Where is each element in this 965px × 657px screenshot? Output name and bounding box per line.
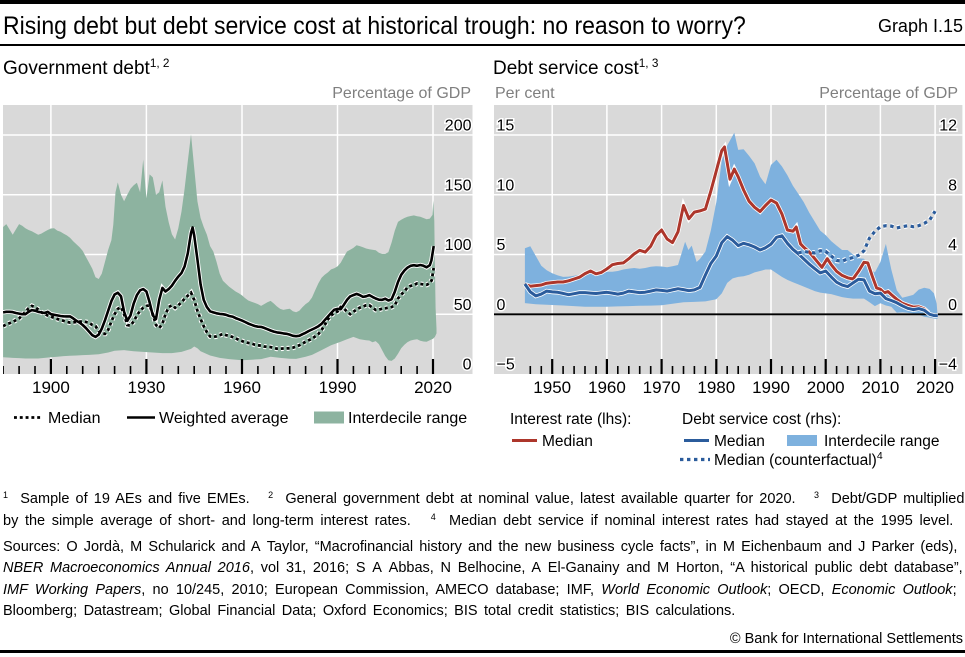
svg-text:−5: −5	[496, 357, 514, 374]
svg-text:5: 5	[496, 237, 505, 254]
svg-text:1950: 1950	[533, 378, 571, 396]
svg-text:Debt service cost (rhs):: Debt service cost (rhs):	[682, 411, 841, 428]
svg-text:2010: 2010	[861, 378, 899, 396]
svg-text:100: 100	[445, 237, 472, 254]
svg-text:Median (counterfactual)4: Median (counterfactual)4	[714, 450, 883, 469]
svg-text:0: 0	[948, 297, 957, 314]
svg-text:Median: Median	[542, 433, 593, 450]
svg-text:50: 50	[454, 297, 472, 314]
svg-text:Interdecile range: Interdecile range	[348, 410, 467, 427]
svg-text:Interest rate (lhs):: Interest rate (lhs):	[510, 411, 631, 428]
svg-text:2020: 2020	[916, 378, 954, 396]
svg-text:4: 4	[948, 237, 957, 254]
svg-text:1900: 1900	[32, 378, 70, 396]
svg-text:Median: Median	[48, 410, 100, 427]
svg-text:8: 8	[948, 177, 957, 194]
svg-text:12: 12	[939, 118, 957, 135]
svg-text:0: 0	[496, 297, 505, 314]
svg-text:2020: 2020	[414, 378, 452, 396]
svg-text:1990: 1990	[752, 378, 790, 396]
svg-text:1930: 1930	[127, 378, 165, 396]
svg-text:Weighted average: Weighted average	[159, 410, 289, 427]
svg-text:1970: 1970	[642, 378, 680, 396]
svg-text:10: 10	[496, 177, 514, 194]
svg-text:Median: Median	[714, 433, 765, 450]
svg-text:Interdecile range: Interdecile range	[824, 433, 939, 450]
svg-text:1960: 1960	[588, 378, 626, 396]
svg-text:2000: 2000	[807, 378, 845, 396]
svg-text:0: 0	[463, 357, 472, 374]
svg-text:15: 15	[496, 118, 514, 135]
svg-text:−4: −4	[939, 357, 957, 374]
svg-text:1980: 1980	[697, 378, 735, 396]
svg-text:1960: 1960	[223, 378, 261, 396]
svg-text:150: 150	[445, 177, 472, 194]
svg-text:200: 200	[445, 118, 472, 135]
svg-text:1990: 1990	[319, 378, 357, 396]
